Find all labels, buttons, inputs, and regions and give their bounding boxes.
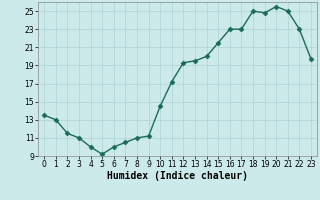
X-axis label: Humidex (Indice chaleur): Humidex (Indice chaleur) [107,171,248,181]
